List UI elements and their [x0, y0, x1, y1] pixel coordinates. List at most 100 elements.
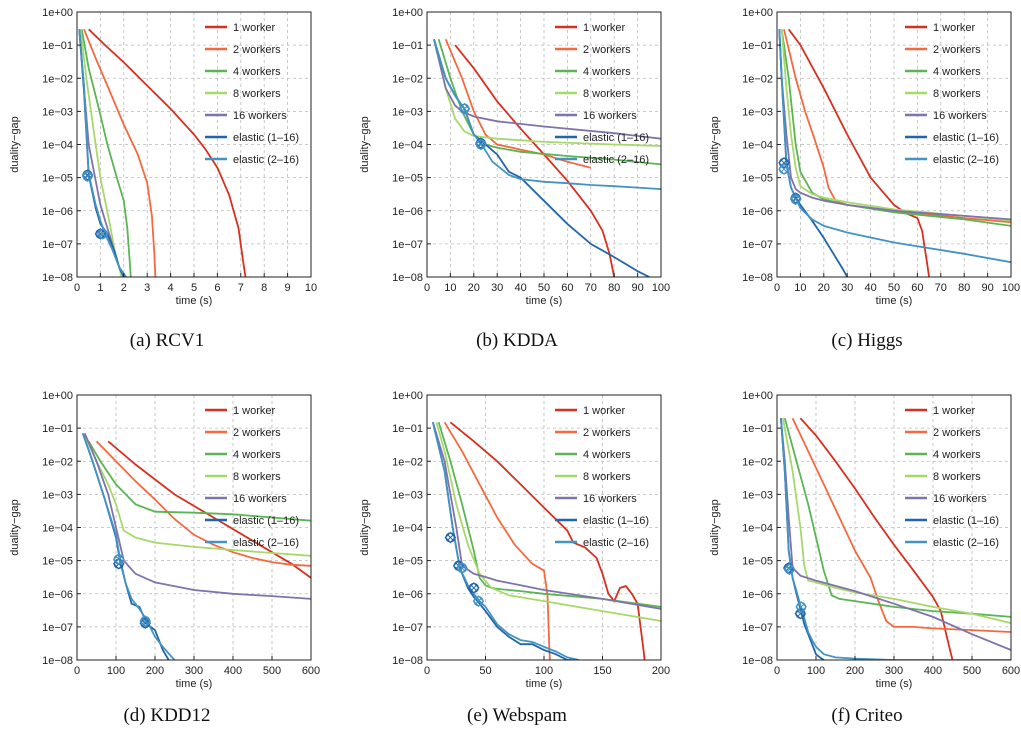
series-marker [456, 562, 468, 574]
x-tick-label: 300 [185, 665, 203, 677]
series-marker [458, 102, 471, 115]
y-tick-label: 1e−02 [392, 73, 423, 85]
series-line [437, 39, 661, 166]
legend-label: 1 worker [933, 405, 976, 417]
legend-label: 8 workers [933, 88, 981, 100]
legend-label: 4 workers [933, 66, 981, 78]
series-line [778, 29, 1011, 221]
x-axis-label: time (s) [176, 295, 213, 307]
y-tick-label: 1e−05 [742, 556, 773, 568]
legend-label: 16 workers [933, 493, 987, 505]
y-axis-label: duality−gap [709, 116, 721, 173]
x-tick-label: 500 [263, 665, 281, 677]
legend-label: 2 workers [933, 427, 981, 439]
y-axis-label: duality−gap [9, 116, 21, 173]
x-tick-label: 8 [261, 282, 267, 294]
x-tick-label: 70 [935, 282, 947, 294]
series-line [791, 417, 1011, 633]
legend-label: elastic (2–16) [233, 154, 299, 166]
series-line [783, 29, 1011, 224]
legend: 1 worker 2 workers 4 workers 8 workers 16 wo… [205, 22, 299, 166]
x-axis-label: time (s) [876, 678, 913, 690]
legend-label: 16 workers [933, 110, 987, 122]
y-tick-label: 1e−02 [742, 456, 773, 468]
x-tick-label: 40 [864, 282, 876, 294]
y-tick-label: 1e−01 [742, 40, 773, 52]
legend-label: elastic (2–16) [233, 537, 299, 549]
series-line [454, 44, 616, 277]
series-line [81, 433, 170, 660]
legend-label: 8 workers [233, 88, 281, 100]
series-line [437, 422, 661, 608]
x-tick-label: 200 [652, 665, 670, 677]
chart-panel-5: 0 100 200 300 400 500 600 1e−08 1e−07 1e−06 1e−05 1… [709, 390, 1020, 690]
x-tick-label: 20 [818, 282, 830, 294]
y-tick-label: 1e+00 [392, 7, 423, 19]
legend-label: elastic (1–16) [583, 132, 649, 144]
y-tick-label: 1e−04 [742, 140, 773, 152]
legend-label: elastic (1–16) [233, 132, 299, 144]
x-tick-label: 30 [491, 282, 503, 294]
caption-d: (d) KDD12 [123, 705, 211, 726]
y-tick-label: 1e−04 [42, 140, 73, 152]
x-tick-label: 90 [981, 282, 993, 294]
y-tick-label: 1e−02 [392, 456, 423, 468]
caption-f: (f) Criteo [831, 705, 903, 726]
x-tick-label: 500 [963, 665, 981, 677]
series-line [444, 38, 592, 169]
series-line [443, 421, 551, 660]
series-line [778, 29, 1011, 264]
legend-label: 4 workers [233, 66, 281, 78]
y-tick-label: 1e−06 [42, 206, 73, 218]
x-tick-label: 600 [1002, 665, 1020, 677]
y-tick-label: 1e−08 [742, 272, 773, 284]
x-axis-label: time (s) [176, 678, 213, 690]
y-tick-label: 1e−04 [392, 523, 423, 535]
legend-label: 8 workers [933, 471, 981, 483]
legend-label: 8 workers [583, 471, 631, 483]
series-marker [96, 228, 109, 240]
caption-a: (a) RCV1 [129, 330, 205, 351]
y-tick-label: 1e−01 [42, 423, 73, 435]
y-tick-label: 1e−05 [392, 556, 423, 568]
x-tick-label: 6 [214, 282, 220, 294]
series-marker [474, 138, 487, 151]
series-line [107, 440, 311, 579]
series-line [432, 422, 661, 610]
x-tick-label: 9 [285, 282, 291, 294]
x-tick-label: 0 [74, 282, 80, 294]
x-tick-label: 50 [888, 282, 900, 294]
y-tick-label: 1e+00 [392, 390, 423, 402]
y-tick-label: 1e−01 [392, 40, 423, 52]
y-tick-label: 1e−07 [392, 239, 423, 251]
series-marker [778, 163, 790, 176]
y-tick-label: 1e−03 [742, 489, 773, 501]
legend-label: elastic (2–16) [933, 537, 999, 549]
legend-label: elastic (1–16) [933, 515, 999, 527]
y-tick-label: 1e−05 [42, 173, 73, 185]
y-tick-label: 1e−06 [742, 589, 773, 601]
x-tick-label: 0 [774, 665, 780, 677]
y-tick-label: 1e−07 [742, 622, 773, 634]
chart-panel-0: 0 1 2 3 4 5 6 7 8 9 10 1e−08 1e−07 1e−06 1e−05 1e−04 1e−… [9, 7, 317, 307]
y-tick-label: 1e−02 [42, 73, 73, 85]
y-tick-label: 1e−05 [742, 173, 773, 185]
y-tick-label: 1e+00 [742, 7, 773, 19]
caption-c: (c) Higgs [831, 330, 903, 351]
y-tick-label: 1e−07 [42, 622, 73, 634]
legend-label: elastic (2–16) [583, 537, 649, 549]
series-line [433, 39, 661, 190]
series-marker [444, 531, 457, 544]
x-tick-label: 60 [911, 282, 923, 294]
y-tick-label: 1e−06 [392, 206, 423, 218]
x-axis-label: time (s) [526, 295, 563, 307]
y-tick-label: 1e−01 [392, 423, 423, 435]
series-line [81, 433, 176, 660]
x-tick-label: 0 [424, 282, 430, 294]
legend-label: 4 workers [583, 449, 631, 461]
x-tick-label: 0 [424, 665, 430, 677]
y-tick-label: 1e−08 [742, 655, 773, 667]
x-tick-label: 400 [224, 665, 242, 677]
legend-label: elastic (2–16) [583, 154, 649, 166]
y-tick-label: 1e−03 [742, 106, 773, 118]
